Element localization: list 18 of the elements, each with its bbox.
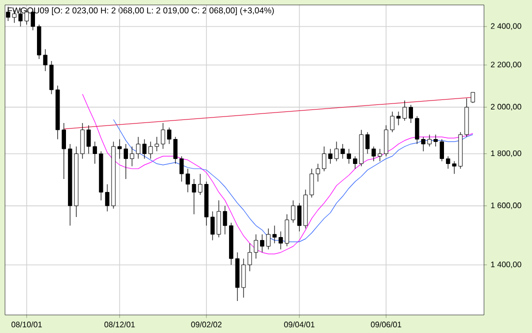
candlestick (427, 134, 432, 147)
candlestick (452, 160, 456, 174)
candlestick (105, 184, 110, 212)
candlestick (316, 163, 320, 182)
candlestick (160, 122, 166, 150)
candlestick (334, 141, 339, 162)
candlestick (192, 178, 196, 214)
candlestick (365, 132, 370, 154)
candlestick (470, 92, 475, 104)
candlestick (254, 234, 258, 259)
candlestick (278, 231, 283, 250)
candlestick (80, 122, 85, 159)
candlestick (446, 156, 450, 170)
candlestick (310, 168, 314, 198)
candlestick (284, 214, 290, 247)
candlestick (130, 146, 134, 167)
candlestick (222, 206, 228, 235)
candlestick (272, 225, 277, 244)
